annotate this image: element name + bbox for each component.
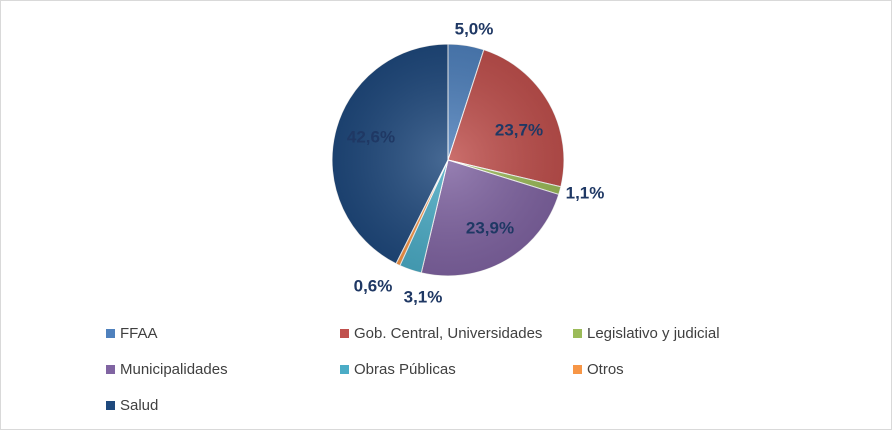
data-label-1: 23,7% <box>495 120 543 139</box>
legend-label: Salud <box>120 397 159 414</box>
legend-label: Gob. Central, Universidades <box>354 325 543 342</box>
legend-label: FFAA <box>120 325 158 342</box>
data-label-3: 23,9% <box>466 218 514 237</box>
legend-label: Legislativo y judicial <box>587 325 720 342</box>
data-label-6: 42,6% <box>347 127 395 146</box>
data-label-2: 1,1% <box>566 183 605 202</box>
legend-swatch <box>573 365 582 374</box>
data-label-5: 0,6% <box>354 276 393 295</box>
pie-data-labels: 5,0% 23,7% 1,1% 23,9% 3,1% 0,6% 42,6% <box>347 19 604 306</box>
legend-label: Otros <box>587 361 624 378</box>
legend-swatch <box>106 365 115 374</box>
legend-swatch <box>573 329 582 338</box>
legend-item-1: Gob. Central, Universidades <box>340 325 542 342</box>
legend-item-0: FFAA <box>106 325 158 342</box>
legend-label: Obras Públicas <box>354 361 456 378</box>
legend-swatch <box>340 329 349 338</box>
legend-item-5: Otros <box>573 361 624 378</box>
data-label-0: 5,0% <box>455 19 494 38</box>
data-label-4: 3,1% <box>404 287 443 306</box>
legend-item-2: Legislativo y judicial <box>573 325 720 342</box>
legend-swatch <box>340 365 349 374</box>
legend-item-3: Municipalidades <box>106 361 228 378</box>
legend-item-6: Salud <box>106 397 158 414</box>
legend-item-4: Obras Públicas <box>340 361 456 378</box>
legend-swatch <box>106 329 115 338</box>
pie-slices <box>331 43 565 277</box>
legend-swatch <box>106 401 115 410</box>
legend-label: Municipalidades <box>120 361 228 378</box>
